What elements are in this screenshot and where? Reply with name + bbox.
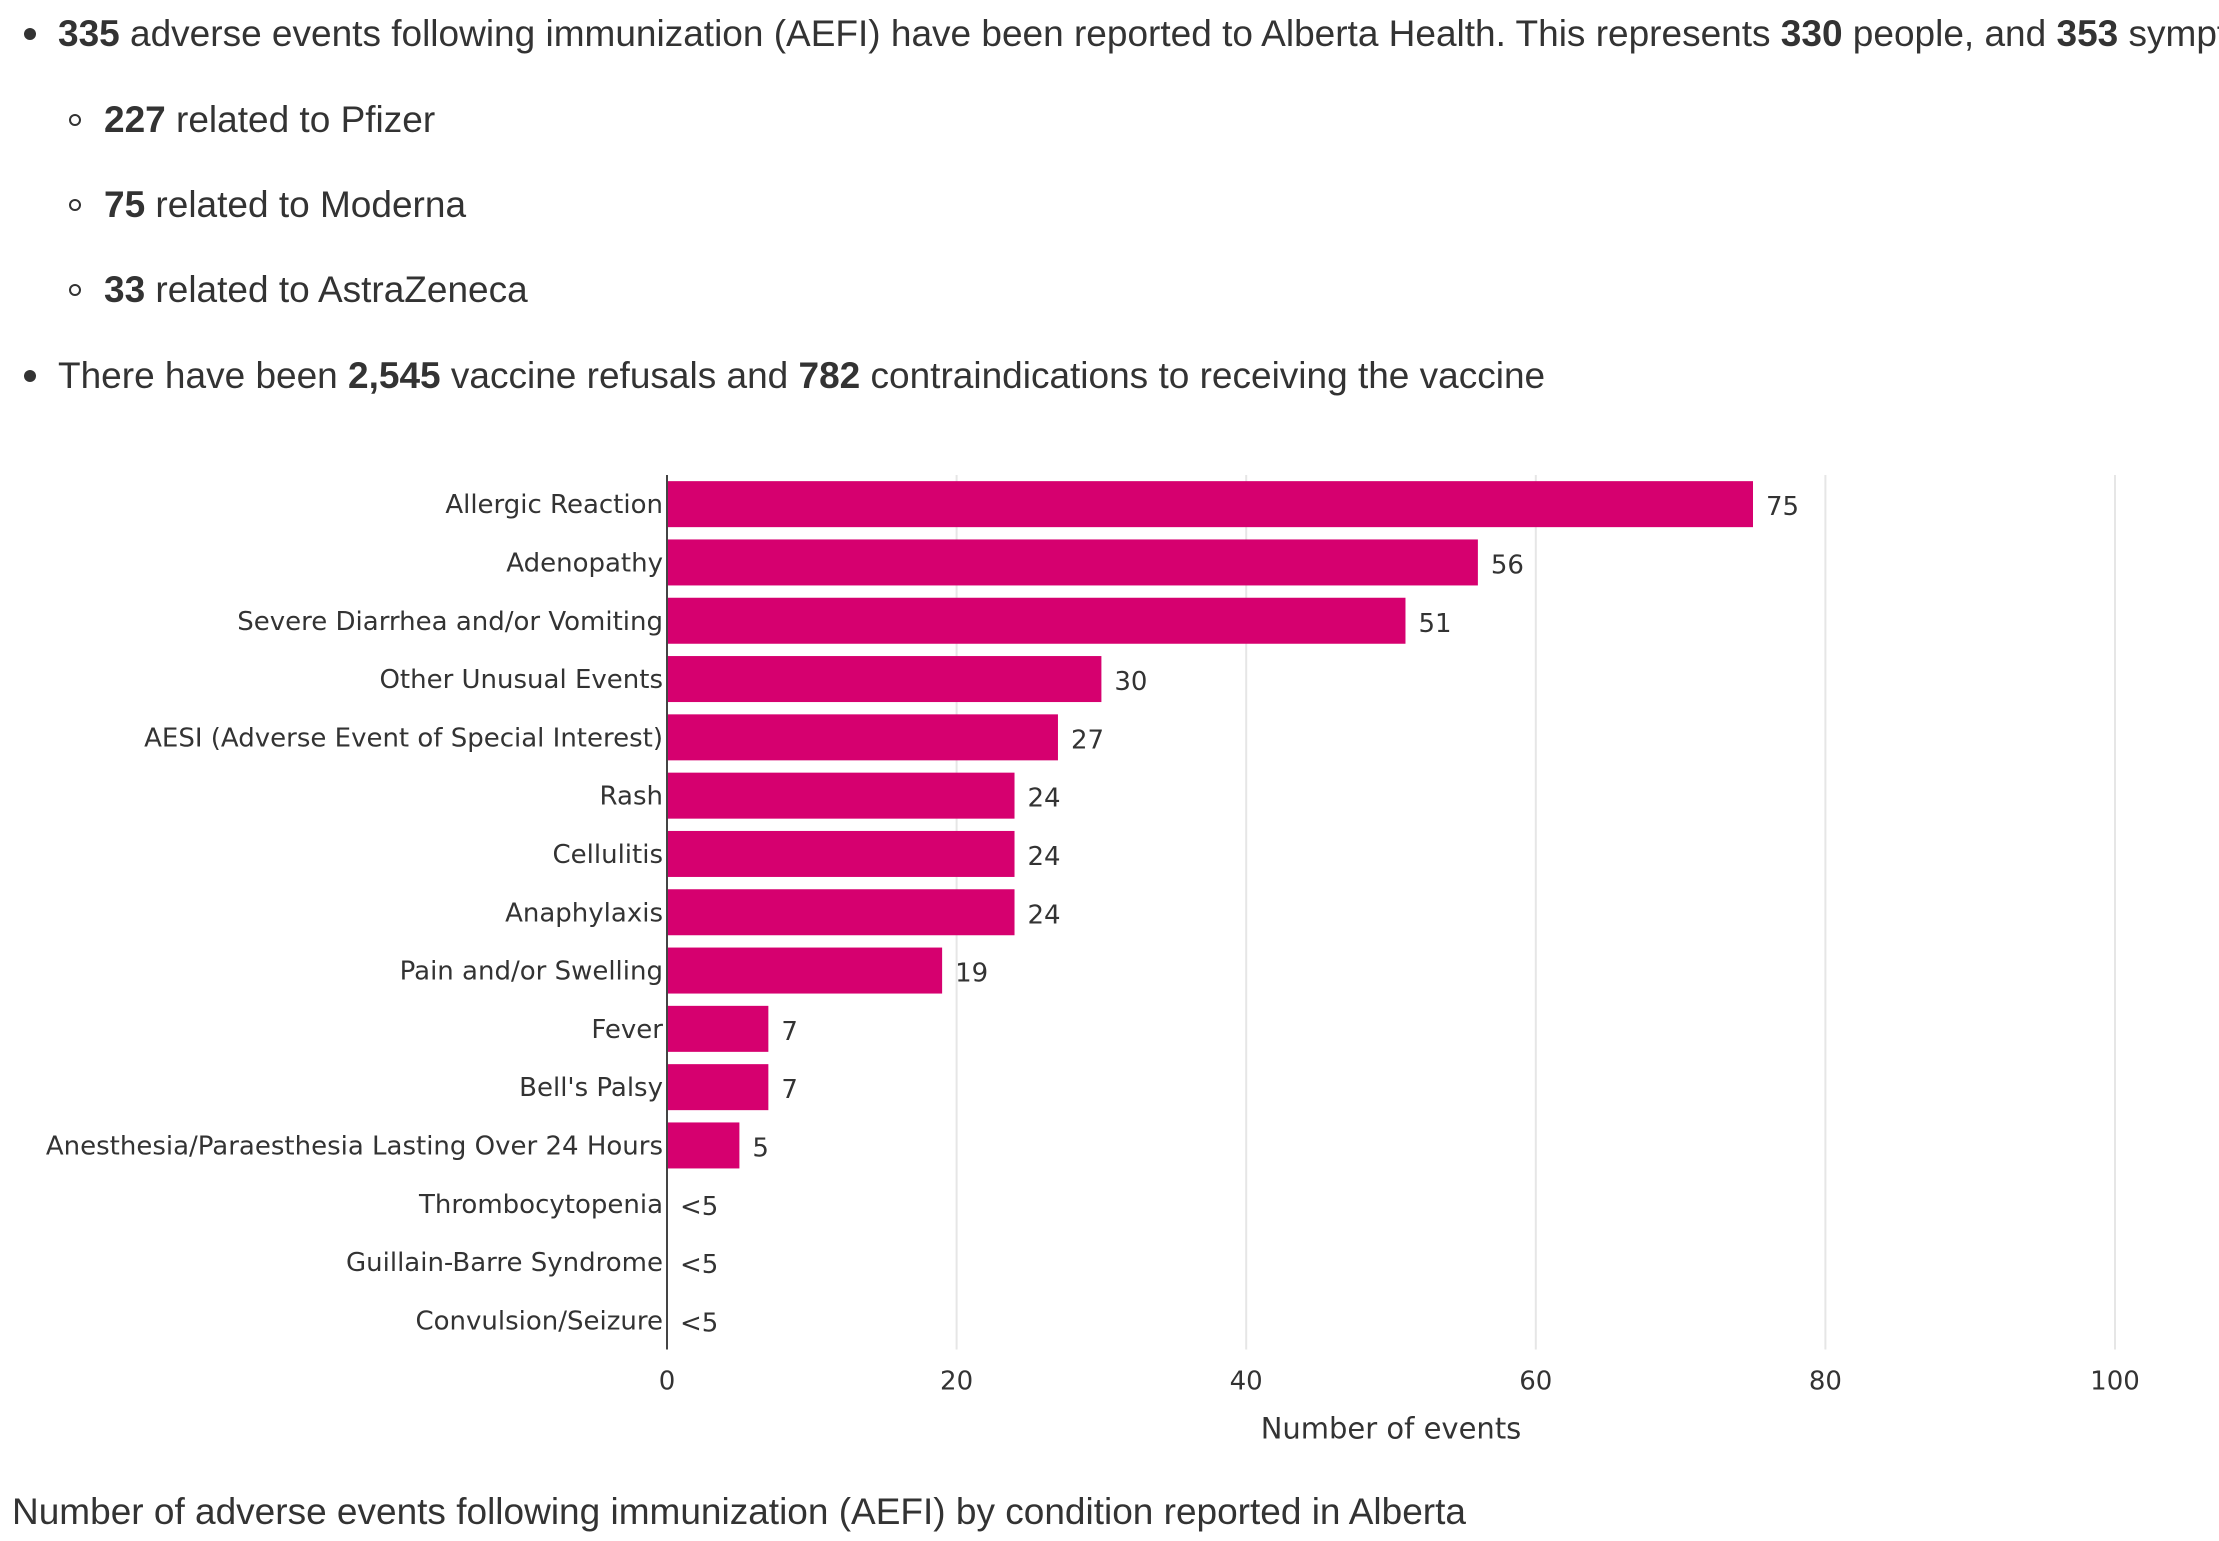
data-label: <5 (680, 1192, 718, 1222)
x-tick-label: 20 (940, 1367, 973, 1397)
y-category-label: Bell's Palsy (519, 1073, 663, 1103)
bar (667, 830, 1015, 877)
bar (667, 1005, 769, 1052)
data-label: 7 (781, 1017, 798, 1047)
x-tick-label: 60 (1519, 1367, 1552, 1397)
y-category-label: Fever (591, 1015, 663, 1045)
bar (667, 1122, 740, 1169)
data-label: 30 (1114, 667, 1147, 697)
chart-caption: Number of adverse events following immun… (12, 1491, 1466, 1532)
data-label: <5 (680, 1308, 718, 1338)
y-category-label: Guillain-Barre Syndrome (346, 1248, 663, 1278)
x-tick-label: 80 (1809, 1367, 1842, 1397)
x-tick-label: 100 (2090, 1367, 2140, 1397)
bar (667, 1064, 769, 1111)
y-category-label: Rash (600, 782, 663, 812)
data-label: 75 (1766, 492, 1799, 522)
bar (667, 714, 1058, 761)
y-category-label: Thrombocytopenia (418, 1190, 663, 1220)
data-label: 19 (955, 959, 988, 989)
data-label: 56 (1491, 550, 1524, 580)
data-label: <5 (680, 1250, 718, 1280)
y-category-label: Anaphylaxis (505, 898, 663, 928)
data-label: 51 (1418, 609, 1451, 639)
x-tick-label: 0 (659, 1367, 676, 1397)
data-label: 24 (1028, 900, 1061, 930)
y-category-label: Anesthesia/Paraesthesia Lasting Over 24 … (46, 1131, 663, 1161)
data-label: 7 (781, 1075, 798, 1105)
bullet-dot (24, 370, 36, 382)
y-category-label: Allergic Reaction (445, 490, 663, 520)
sub-bullet-circle (69, 284, 81, 296)
x-tick-label: 40 (1230, 1367, 1263, 1397)
sub-bullet-circle (69, 114, 81, 126)
y-category-label: Adenopathy (506, 548, 663, 578)
bar (667, 597, 1406, 644)
bar (667, 772, 1015, 819)
aefi-total: 335 (58, 13, 120, 54)
sub-bullet-circle (69, 199, 81, 211)
contraindications-count: 782 (798, 355, 861, 396)
x-axis-title: Number of events (1261, 1412, 1522, 1446)
y-category-label: Cellulitis (553, 840, 664, 870)
y-category-label: Severe Diarrhea and/or Vomiting (237, 607, 663, 637)
bar (667, 656, 1102, 703)
y-category-label: AESI (Adverse Event of Special Interest) (144, 723, 663, 753)
bullet-dot (24, 28, 36, 40)
bar (667, 889, 1015, 936)
refusals-text: There have been 2,545 vaccine refusals a… (58, 355, 1546, 396)
bar (667, 539, 1478, 586)
refusals-count: 2,545 (348, 355, 441, 396)
data-label: 27 (1071, 725, 1104, 755)
bar (667, 947, 943, 994)
sub-item-pfizer: 227 related to Pfizer (104, 99, 436, 140)
y-category-label: Pain and/or Swelling (400, 957, 663, 987)
chart-bars (667, 481, 1753, 1169)
aefi-symptoms: 353 (2056, 13, 2119, 54)
data-label: 24 (1028, 842, 1061, 872)
aefi-summary-text: 335 adverse events following immunizatio… (58, 13, 2219, 54)
sub-item-moderna: 75 related to Moderna (104, 184, 467, 225)
y-category-label: Other Unusual Events (379, 665, 663, 695)
data-label: 5 (752, 1133, 769, 1163)
y-category-label: Convulsion/Seizure (415, 1306, 663, 1336)
sub-item-astrazeneca: 33 related to AstraZeneca (104, 269, 528, 310)
bar (667, 481, 1753, 528)
aefi-people: 330 (1780, 13, 1843, 54)
data-label: 24 (1028, 784, 1061, 814)
